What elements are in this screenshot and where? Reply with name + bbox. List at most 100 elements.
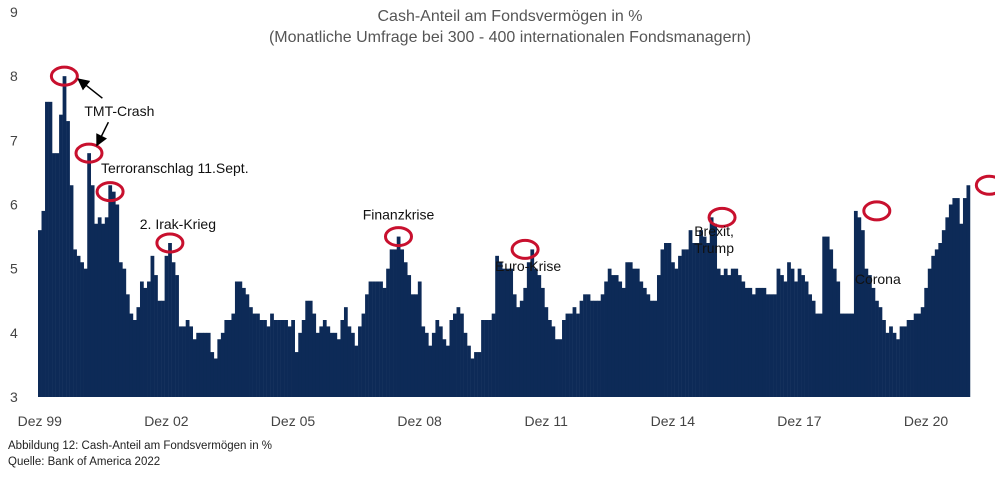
bar <box>906 320 911 397</box>
bar <box>424 332 429 397</box>
bar <box>273 320 278 397</box>
bar <box>38 230 42 397</box>
bar <box>751 294 756 397</box>
bar <box>315 332 320 397</box>
bar <box>667 243 672 397</box>
bar <box>505 268 510 397</box>
bar <box>554 339 559 397</box>
bar <box>298 332 303 397</box>
bar <box>741 281 746 397</box>
bar <box>723 268 728 397</box>
bar <box>73 249 77 397</box>
bar <box>664 243 668 397</box>
bar <box>864 268 869 397</box>
bar <box>329 332 334 397</box>
bar <box>171 262 176 397</box>
cash-share-chart: Cash-Anteil am Fondsvermögen in % (Monat… <box>10 0 995 429</box>
bar <box>649 300 654 397</box>
bar <box>259 320 264 397</box>
bar <box>55 153 60 397</box>
event-label: TMT-Crash <box>84 103 154 119</box>
bar <box>941 230 946 397</box>
bar <box>878 307 883 397</box>
bar <box>927 268 932 397</box>
bar <box>118 262 123 397</box>
highlight-circle <box>49 65 79 87</box>
bar <box>787 262 791 397</box>
bar <box>322 320 327 397</box>
bar <box>948 204 953 397</box>
event-label: Inflation <box>957 0 995 3</box>
bar <box>572 307 577 397</box>
x-tick-label: Dez 20 <box>904 413 949 429</box>
bar <box>375 281 380 397</box>
bar <box>467 345 471 397</box>
bar <box>445 345 450 397</box>
bar <box>804 281 809 397</box>
bar <box>853 210 858 397</box>
chart-subtitle: (Monatliche Umfrage bei 300 - 400 intern… <box>269 29 751 46</box>
bar <box>730 268 735 397</box>
bar <box>231 313 236 397</box>
highlight-circle <box>95 181 125 203</box>
bar <box>642 287 647 397</box>
bar <box>238 281 243 397</box>
bar <box>604 281 609 397</box>
bar <box>934 249 939 397</box>
bar <box>122 268 127 397</box>
bar <box>143 287 148 397</box>
bar <box>69 185 74 397</box>
bar <box>533 268 538 397</box>
bar <box>709 217 714 397</box>
highlight-circle <box>862 200 892 222</box>
bar <box>755 287 760 397</box>
bar <box>966 185 971 397</box>
bar <box>111 191 116 397</box>
bar <box>773 294 777 397</box>
bar <box>924 287 929 397</box>
bar <box>333 332 338 397</box>
highlight-circle <box>974 174 995 196</box>
event-label: 2. Irak-Krieg <box>140 216 216 232</box>
bar <box>217 339 222 397</box>
bar <box>396 236 401 397</box>
highlight-circle <box>155 232 185 254</box>
bar <box>671 262 675 397</box>
bar <box>846 313 851 397</box>
bar <box>811 300 816 397</box>
bar <box>101 223 106 397</box>
bar <box>794 281 798 397</box>
figure-caption: Abbildung 12: Cash-Anteil am Fondsvermög… <box>8 440 273 452</box>
bar <box>896 339 900 397</box>
bar <box>414 294 419 397</box>
bar <box>291 320 295 397</box>
x-tick-label: Dez 02 <box>144 413 189 429</box>
bar <box>512 294 517 397</box>
bar <box>249 307 253 397</box>
annotation-arrow <box>77 78 103 99</box>
bar <box>59 114 63 398</box>
bar <box>175 275 179 397</box>
bar <box>234 281 239 397</box>
bar <box>850 313 855 397</box>
y-tick-label: 3 <box>10 389 18 405</box>
bar <box>635 268 640 397</box>
bars <box>38 76 971 398</box>
bar <box>136 307 141 397</box>
bar <box>695 243 700 397</box>
bar <box>790 268 795 397</box>
x-axis-ticks: Dez 99 Dez 02 Dez 05 Dez 08 Dez 11 Dez 14 Dez … <box>18 413 949 429</box>
bar <box>931 255 936 397</box>
bar <box>815 313 820 397</box>
bar <box>748 287 753 397</box>
bar <box>868 275 872 397</box>
x-tick-label: Dez 17 <box>777 413 822 429</box>
bar <box>562 320 566 397</box>
bar <box>808 294 812 397</box>
bar <box>702 236 707 397</box>
bar <box>825 236 830 397</box>
bar <box>90 185 95 397</box>
bar <box>449 320 454 397</box>
bar <box>540 287 545 397</box>
bar <box>421 326 426 397</box>
